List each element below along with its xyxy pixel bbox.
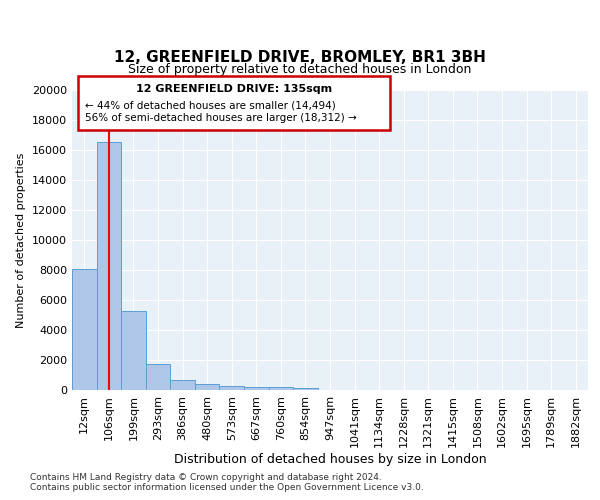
Bar	[195, 384, 220, 390]
Text: ← 44% of detached houses are smaller (14,494): ← 44% of detached houses are smaller (14…	[85, 100, 336, 110]
Text: Contains public sector information licensed under the Open Government Licence v3: Contains public sector information licen…	[30, 484, 424, 492]
Bar	[121, 310, 146, 390]
Text: 56% of semi-detached houses are larger (18,312) →: 56% of semi-detached houses are larger (…	[85, 113, 357, 123]
Bar	[72, 268, 97, 390]
Text: 12, GREENFIELD DRIVE, BROMLEY, BR1 3BH: 12, GREENFIELD DRIVE, BROMLEY, BR1 3BH	[114, 50, 486, 65]
X-axis label: Distribution of detached houses by size in London: Distribution of detached houses by size …	[173, 452, 487, 466]
Bar	[146, 364, 170, 390]
Bar	[170, 380, 195, 390]
Y-axis label: Number of detached properties: Number of detached properties	[16, 152, 26, 328]
Bar	[97, 142, 121, 390]
Text: Size of property relative to detached houses in London: Size of property relative to detached ho…	[128, 62, 472, 76]
Text: 12 GREENFIELD DRIVE: 135sqm: 12 GREENFIELD DRIVE: 135sqm	[136, 84, 332, 94]
Bar	[269, 387, 293, 390]
Bar	[220, 386, 244, 390]
Bar	[244, 386, 269, 390]
Text: Contains HM Land Registry data © Crown copyright and database right 2024.: Contains HM Land Registry data © Crown c…	[30, 472, 382, 482]
Bar	[293, 388, 318, 390]
